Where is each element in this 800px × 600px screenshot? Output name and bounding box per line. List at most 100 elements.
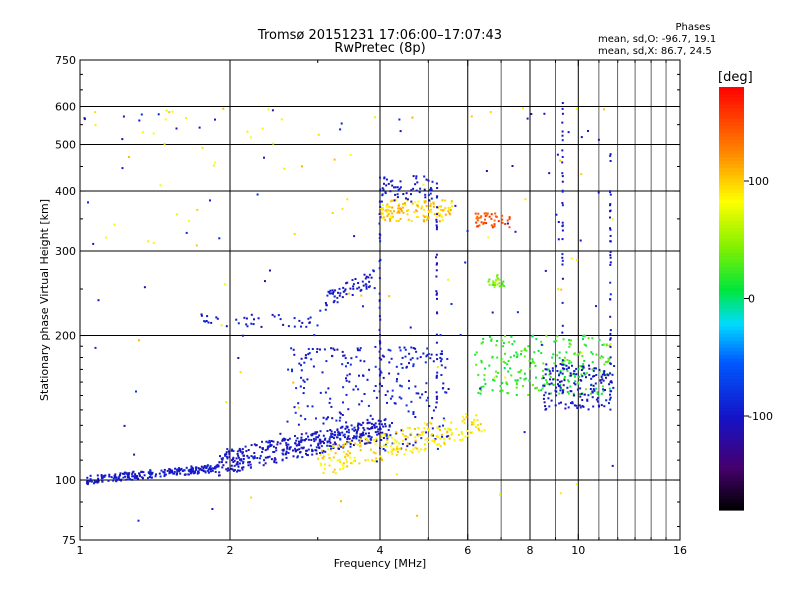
data-point <box>373 389 376 392</box>
data-point <box>566 386 569 389</box>
data-point <box>500 285 503 288</box>
data-point <box>561 367 564 370</box>
colorbar-segment <box>719 316 744 321</box>
data-point <box>477 427 480 430</box>
data-point <box>385 178 388 181</box>
data-point <box>162 471 165 474</box>
data-point <box>450 202 453 205</box>
data-point <box>112 477 115 480</box>
data-point <box>362 421 365 424</box>
data-point <box>196 472 199 475</box>
data-point <box>381 208 384 211</box>
data-point <box>397 189 400 191</box>
data-point <box>608 383 611 386</box>
data-point <box>322 434 325 437</box>
data-point <box>314 432 317 435</box>
data-point <box>556 354 559 357</box>
data-point <box>412 444 415 447</box>
data-point <box>396 378 398 381</box>
data-point <box>190 471 193 473</box>
data-point <box>326 441 329 444</box>
data-point <box>338 287 341 290</box>
data-point <box>355 432 358 435</box>
data-point <box>279 432 282 435</box>
data-point <box>344 436 346 439</box>
data-point <box>374 426 376 429</box>
data-point <box>591 396 594 399</box>
phase-x-stats: mean, sd,X: 86.7, 24.5 <box>598 46 712 57</box>
data-point <box>535 386 538 389</box>
data-point <box>357 422 360 425</box>
data-point <box>377 432 380 435</box>
data-point <box>548 392 551 395</box>
data-point <box>403 346 406 349</box>
data-point <box>133 476 136 479</box>
colorbar-segment <box>719 439 744 444</box>
data-point <box>358 439 361 442</box>
data-point <box>379 216 382 219</box>
data-point <box>383 182 385 185</box>
data-point <box>568 374 571 377</box>
data-point <box>332 347 335 350</box>
data-point <box>298 362 301 365</box>
data-point <box>258 461 261 464</box>
data-point <box>444 207 447 210</box>
data-point <box>436 187 439 189</box>
colorbar-segment <box>719 467 744 472</box>
data-point <box>316 350 318 353</box>
data-point <box>497 220 500 223</box>
data-point <box>444 391 447 394</box>
data-point <box>506 363 509 366</box>
data-point <box>185 466 188 469</box>
data-point <box>143 286 146 289</box>
data-point <box>351 428 354 431</box>
data-point <box>359 449 362 452</box>
data-point <box>292 348 295 351</box>
data-point <box>519 377 522 380</box>
data-point <box>559 369 562 372</box>
data-point <box>272 445 275 448</box>
data-point <box>483 374 486 377</box>
data-point <box>396 447 399 450</box>
data-point <box>378 300 381 303</box>
data-point <box>200 469 203 472</box>
data-point <box>545 379 548 382</box>
data-point <box>432 360 435 363</box>
data-point <box>430 202 432 205</box>
data-point <box>272 451 275 453</box>
data-point <box>561 130 564 133</box>
data-point <box>249 136 252 139</box>
data-point <box>484 212 487 215</box>
colorbar-segment <box>719 206 744 211</box>
data-point <box>250 444 253 447</box>
data-point <box>557 238 560 241</box>
data-point <box>590 351 593 354</box>
data-point <box>391 184 394 187</box>
data-point <box>261 127 264 130</box>
data-point <box>182 469 184 472</box>
data-point <box>297 406 300 409</box>
data-point <box>275 449 278 452</box>
data-point <box>609 251 612 254</box>
data-point <box>404 355 407 358</box>
data-point <box>384 449 387 452</box>
data-point <box>159 475 162 478</box>
data-point <box>448 429 451 432</box>
data-point <box>480 342 483 345</box>
data-point <box>531 358 534 361</box>
data-point <box>338 294 341 297</box>
data-point <box>326 294 329 297</box>
data-point <box>472 423 475 426</box>
data-point <box>378 237 381 240</box>
data-point <box>356 287 359 290</box>
data-point <box>264 456 267 459</box>
data-point <box>243 316 246 319</box>
colorbar-segment <box>719 192 744 197</box>
data-point <box>483 221 485 224</box>
data-point <box>331 289 334 292</box>
data-point <box>362 431 365 434</box>
data-point <box>427 429 430 432</box>
data-point <box>331 417 334 420</box>
data-point <box>170 470 173 473</box>
data-point <box>605 399 608 402</box>
